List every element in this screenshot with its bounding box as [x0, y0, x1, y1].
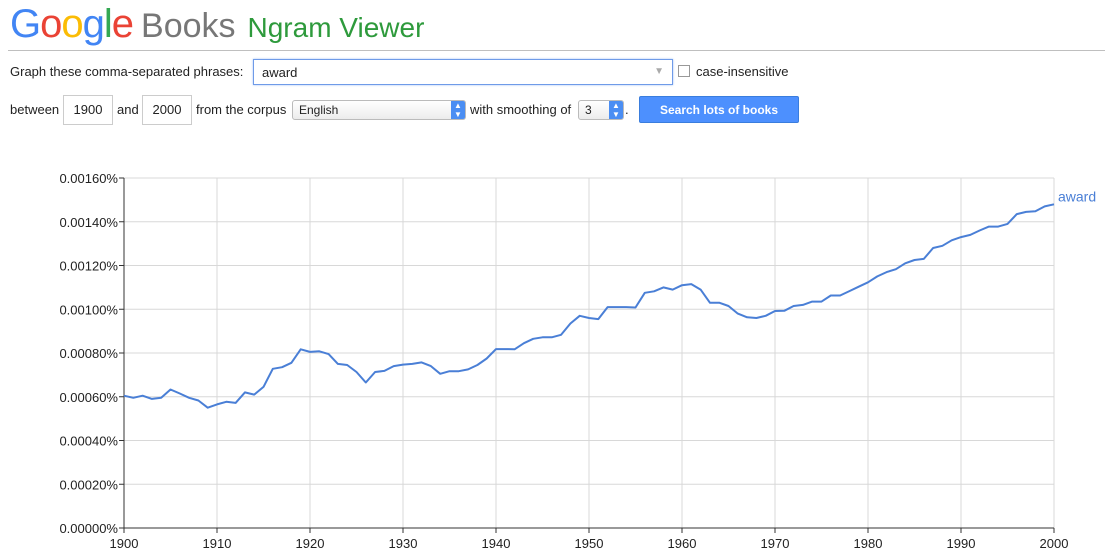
smoothing-select[interactable]: 3 ▲ ▼ [578, 100, 624, 120]
x-tick-label: 1930 [389, 536, 418, 551]
x-tick-label: 1980 [854, 536, 883, 551]
dropdown-caret-icon[interactable]: ▼ [654, 66, 664, 77]
logo-letter: o [61, 2, 83, 46]
y-tick-label: 0.00040% [59, 434, 118, 449]
x-tick-label: 1920 [296, 536, 325, 551]
series-label[interactable]: award [1058, 188, 1096, 204]
y-tick-label: 0.00060% [59, 390, 118, 405]
between-label: between [10, 102, 60, 117]
x-tick-label: 1960 [668, 536, 697, 551]
period-text: . [625, 102, 629, 117]
logo-letter: o [40, 2, 62, 46]
y-tick-label: 0.00120% [59, 259, 118, 274]
end-year-input[interactable]: 2000 [142, 95, 192, 125]
phrases-input-value: award [262, 65, 298, 80]
ngram-chart: 1900 1910 1920 1930 1940 1950 1960 1970 1980 1990… [59, 171, 1096, 551]
google-books-logo[interactable]: Google Books Ngram Viewer [10, 2, 424, 48]
y-tick-label: 0.00020% [59, 477, 118, 492]
logo-books-text: Books [141, 7, 236, 45]
smoothing-select-value: 3 [585, 103, 592, 117]
y-tick-label: 0.00160% [59, 171, 118, 186]
logo-letter: l [103, 2, 113, 46]
y-tick-label: 0.00140% [59, 215, 118, 230]
case-insensitive-label[interactable]: case-insensitive [696, 64, 789, 79]
case-insensitive-checkbox[interactable] [678, 65, 690, 77]
corpus-select-value: English [299, 103, 339, 117]
logo-letter: g [82, 2, 105, 46]
page-title: Ngram Viewer [247, 12, 425, 43]
corpus-select[interactable]: English ▲ ▼ [292, 100, 466, 120]
logo-letter: G [10, 2, 41, 46]
x-tick-label: 1970 [761, 536, 790, 551]
y-tick-label: 0.00100% [59, 302, 118, 317]
y-tick-label: 0.00000% [59, 521, 118, 536]
x-tick-label: 1900 [110, 536, 139, 551]
x-tick-label: 1940 [482, 536, 511, 551]
x-tick-label: 1950 [575, 536, 604, 551]
select-arrows-icon: ▲ ▼ [609, 101, 623, 119]
logo-google-text: Google [10, 2, 134, 46]
y-tick-label: 0.00080% [59, 346, 118, 361]
smoothing-label: with smoothing of [470, 102, 572, 117]
x-tick-label: 1990 [947, 536, 976, 551]
corpus-label: from the corpus [196, 102, 287, 117]
x-tick-label: 2000 [1040, 536, 1069, 551]
select-arrows-icon: ▲ ▼ [451, 101, 465, 119]
start-year-input[interactable]: 1900 [63, 95, 113, 125]
phrases-label: Graph these comma-separated phrases: [10, 64, 244, 79]
and-label: and [117, 102, 139, 117]
phrases-input[interactable]: award ▼ [253, 59, 673, 85]
logo-letter: e [111, 2, 134, 46]
x-tick-label: 1910 [203, 536, 232, 551]
header-divider [8, 50, 1105, 51]
search-button[interactable]: Search lots of books [639, 96, 799, 123]
series-line-award[interactable] [123, 203, 1055, 409]
